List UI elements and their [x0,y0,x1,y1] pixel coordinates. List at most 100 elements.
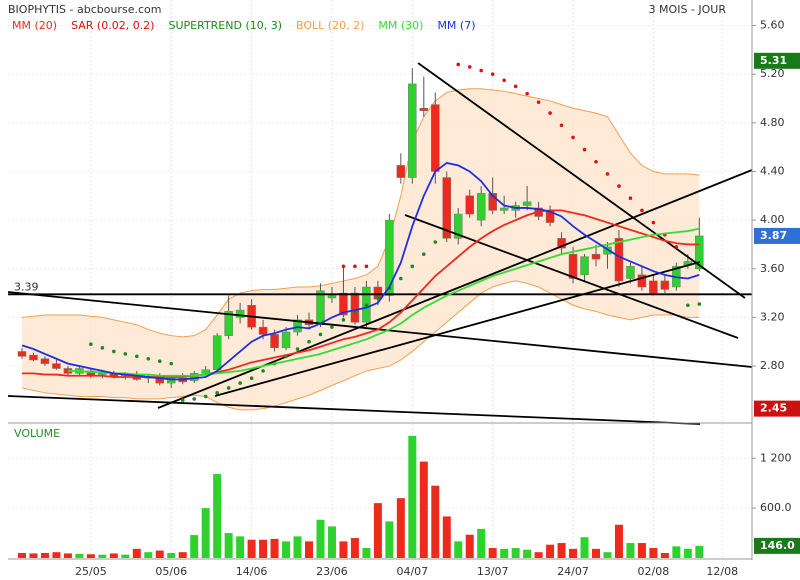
volume-bar [316,519,325,558]
indicator-dot [89,342,93,346]
candle-body [40,358,50,364]
x-tick-label: 14/06 [236,565,268,578]
y-tick-label: 4.80 [760,116,785,129]
indicator-dot [513,84,518,89]
price-badge-label: 2.45 [760,402,787,415]
indicator-dot [318,332,323,337]
volume-bar [155,550,164,558]
indicator-dot [617,184,621,188]
y-tick-label: 1 200 [760,451,792,464]
volume-bar [534,552,543,558]
trendline [214,261,701,397]
indicator-dot [353,264,357,269]
boll-band [22,88,700,410]
candle-body [568,253,578,279]
volume-bar [247,539,256,558]
indicator-dot [353,310,357,315]
indicator-dot [261,369,265,373]
boll-line [21,88,700,338]
volume-bar [626,543,635,558]
x-tick-label: 04/07 [396,565,428,578]
volume-bar [167,553,176,558]
candle-body [396,165,406,178]
volume-bar [557,543,566,558]
trendline [7,395,701,425]
volume-bar [132,548,141,558]
indicator-line [22,209,700,378]
volume-bar [213,474,222,558]
price-badge [754,227,800,244]
candle-body [419,107,429,111]
candle-body [17,351,27,357]
volume-bar [637,543,646,558]
volume-bar [293,536,302,558]
overlay [8,62,752,402]
indicator-dot [559,123,564,128]
candle-body [98,373,107,375]
x-tick-label: 25/05 [75,565,107,578]
volume-bar [408,435,417,558]
volume-bar [465,534,474,558]
volume-bar [270,538,279,558]
volume-bar [144,552,153,558]
volume-bar [488,548,497,558]
y-tick-label: 3.20 [760,310,785,323]
indicator-dot [215,391,219,395]
indicator-line [67,227,700,377]
y-tick-label: 4.00 [760,213,785,226]
trendline [417,62,746,299]
indicator-dot [605,172,610,176]
volume-bar [477,528,486,558]
trendline [157,169,753,409]
price-badge-label: 5.31 [760,54,787,67]
volume-bar [52,552,61,558]
x-tick-label: 13/07 [477,565,509,578]
indicator-dot [157,359,162,363]
volume-bar [259,539,268,558]
indicator-dot [651,220,656,225]
candle-body [637,274,647,288]
volume-bar [190,535,199,558]
indicator-dot [307,339,311,344]
candle-body [695,235,704,270]
candle-body [408,83,417,178]
volume-bar [683,548,692,558]
volume-bar [500,548,509,558]
candle-body [235,309,245,318]
volume-bar [511,548,520,558]
candle-body [499,207,509,211]
indicator-dot [410,264,415,269]
indicator-dot [594,159,598,164]
chart-title: BIOPHYTIS - abcbourse.com [8,3,161,16]
indicator-dot [490,72,495,76]
candle-body [339,292,348,316]
volume-bar [569,548,578,558]
volume-bar [362,548,371,558]
candle-body [591,253,601,260]
indicator-dot [112,349,116,354]
volume-bar [523,549,532,558]
candle-body [224,311,233,336]
legend-entry: MM (30) [378,19,423,32]
price-badge [754,52,800,69]
volume-bar [86,554,95,558]
candle-body [350,292,360,323]
indicator-dot [180,398,185,402]
volume-bar [236,536,245,558]
legend-entry: BOLL (20, 2) [296,19,364,32]
candle-body [488,193,497,211]
indicator-dot [467,65,472,69]
volume-bar [580,537,589,558]
indicator-line [21,161,700,381]
indicator-dot [548,111,552,115]
y-tick-label: 4.40 [760,164,785,177]
y-tick-label: 600.0 [760,501,792,514]
volume-bar [40,553,49,558]
candle-body [316,290,325,325]
indicator-dot [146,356,151,361]
candle-body [649,280,658,294]
candle-body [580,256,589,276]
chart-subtitle: 3 MOIS - JOUR [649,3,727,16]
volume-bar [396,498,405,558]
indicator-dot [203,394,208,399]
